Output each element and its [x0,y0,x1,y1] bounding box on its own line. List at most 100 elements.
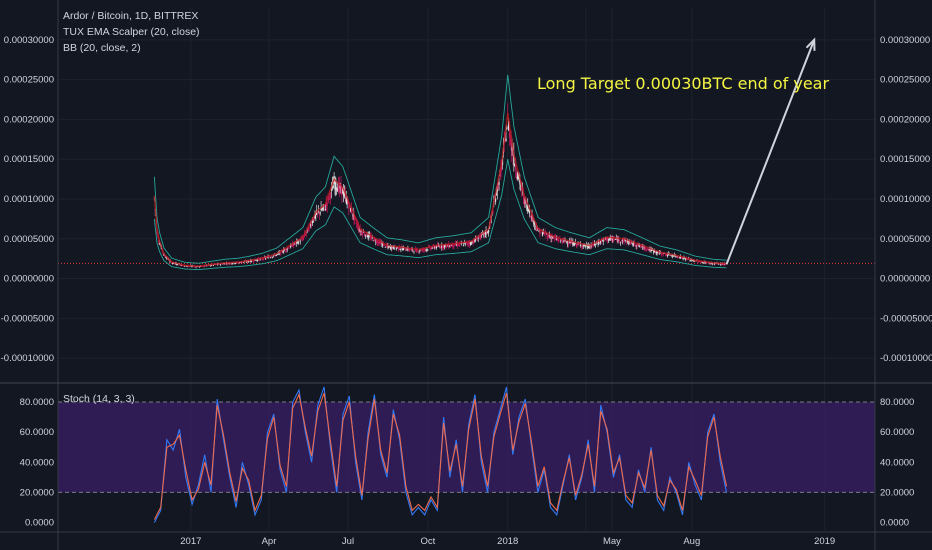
candle-body [231,263,233,265]
candle-body [252,261,254,262]
candle-body [341,186,343,196]
candle-body [725,263,727,265]
candle-body [400,249,402,250]
candle-body [416,250,419,251]
candle-body [407,247,409,251]
candle-body [587,245,589,248]
candle-body [192,266,195,268]
candle-body [701,261,703,263]
x-tick-label: Oct [420,536,435,547]
candle-body [398,246,400,250]
stochastic-pane[interactable] [58,386,875,523]
candle-body [222,263,224,265]
candle-body [168,260,170,262]
candle-body [604,238,606,240]
y-tick-label-left: 0.00030000 [4,35,54,46]
candle-body [578,243,580,245]
candle-body [317,210,320,212]
candle-body [623,238,625,243]
candle-body [655,251,657,253]
candle-body [661,252,663,255]
candle-body [361,231,363,234]
candle-body [593,244,595,245]
candle-body [478,237,480,238]
candle-body [476,240,478,242]
main-price-pane[interactable] [58,37,875,271]
legend-symbol[interactable]: Ardor / Bitcoin, 1D, BITTREX [63,10,198,22]
legend-bb[interactable]: BB (20, close, 2) [63,42,141,54]
candle-body [470,242,472,245]
candle-body [613,238,616,240]
candle-body [500,165,502,178]
candle-body [250,259,252,262]
candle-body [624,239,626,241]
candle-body [568,240,570,244]
candle-body [672,255,674,257]
candle-body [527,204,529,212]
candle-body [666,254,669,256]
target-arrow-line[interactable] [725,39,816,265]
candle-body [231,263,234,265]
candle-body [596,243,598,244]
candle-body [353,213,355,220]
candle-body [674,255,676,257]
candle-body [452,243,454,247]
candle-body [172,263,174,264]
y-tick-label-right: -0.00005000 [880,313,932,324]
candle-body [473,239,475,244]
x-tick-label: Apr [262,536,277,547]
candle-body [590,244,592,247]
candle-body [702,262,704,264]
candle-body [560,239,562,241]
bb-lower-band [153,159,727,271]
candle-body [585,246,587,247]
candle-body [255,259,257,261]
legend-ema[interactable]: TUX EMA Scalper (20, close) [63,26,200,38]
candle-body [492,211,494,214]
candle-body [404,249,406,251]
candle-body [567,243,569,245]
candle-body [219,264,221,265]
candle-body [554,237,556,239]
x-tick-label: May [603,536,621,547]
candle-body [302,238,304,241]
stoch-legend[interactable]: Stoch (14, 3, 3) [63,393,135,405]
candle-body [429,248,432,250]
candle-body [230,262,232,264]
candle-body [528,210,531,214]
candle-body [468,243,471,245]
candle-body [556,238,558,240]
candle-body [671,254,673,256]
candle-body [620,242,622,243]
candle-body [484,231,486,234]
candle-body [291,243,294,247]
candle-body [536,230,538,231]
candle-body [336,188,338,191]
candle-body [412,250,414,251]
candle-body [601,240,603,241]
candle-body [497,182,499,189]
candle-body [427,249,429,251]
y-tick-label-right: 0.00020000 [880,114,930,125]
candle-body [307,226,309,232]
candle-body [555,238,557,240]
candle-body [599,240,601,243]
candle-body [356,224,359,227]
candle-body [515,173,518,176]
candle-body [533,221,535,225]
candle-body [379,241,381,245]
candle-body [214,264,216,266]
candle-body [376,240,378,244]
candle-body [648,249,650,251]
candle-body [299,241,301,243]
candle-body [548,234,551,237]
candle-body [551,237,553,239]
candle-body [438,246,440,247]
candle-body [614,238,617,240]
candle-body [158,242,161,245]
candle-body [314,213,316,219]
y-tick-label-left: 0.00010000 [4,194,54,205]
candle-body [312,221,314,223]
y-tick-label-left: 0.00020000 [4,114,54,125]
candle-body [406,248,408,251]
